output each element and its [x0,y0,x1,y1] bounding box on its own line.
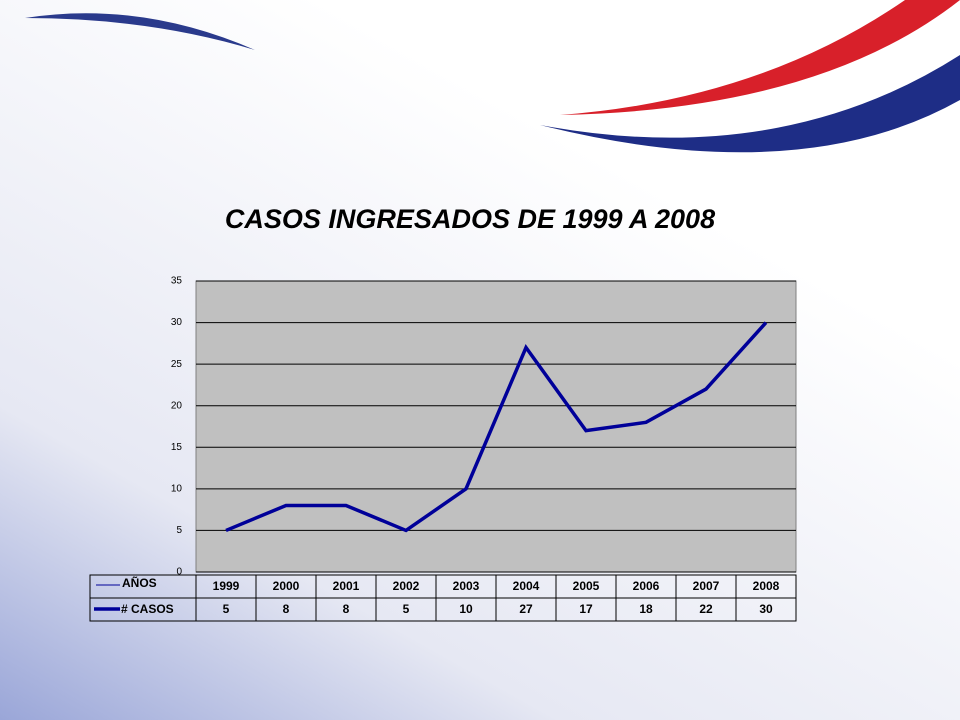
table-value: 8 [343,602,350,616]
y-tick-label: 0 [176,567,182,578]
table-value: 10 [459,602,473,616]
x-tick-label: 2008 [753,579,780,593]
table-value: 22 [699,602,713,616]
x-tick-label: 2006 [633,579,660,593]
table-value: 5 [223,602,230,616]
x-tick-label: 1999 [213,579,240,593]
y-tick-label: 5 [176,525,182,536]
table-value: 30 [759,602,773,616]
table-value: 18 [639,602,653,616]
y-tick-label: 10 [171,483,183,494]
y-tick-label: 30 [171,317,183,328]
x-tick-label: 2001 [333,579,360,593]
table-value: 27 [519,602,533,616]
chart: 0 5 10 15 20 25 30 35 AÑOS # CASOS 1999 5 2000 8 2001 8… [89,276,797,622]
y-tick-label: 20 [171,400,183,411]
y-tick-label: 25 [171,359,183,370]
table-value: 8 [283,602,290,616]
x-tick-label: 2004 [513,579,540,593]
x-tick-label: 2005 [573,579,600,593]
table-value: 17 [579,602,593,616]
swoosh [560,0,960,115]
table-value: 5 [403,602,410,616]
table-row-label: AÑOS [122,575,157,590]
swoosh [25,13,255,50]
plot-area [195,280,797,573]
x-tick-label: 2003 [453,579,480,593]
swoosh [540,55,960,153]
data-line [225,321,768,533]
chart-title: CASOS INGRESADOS DE 1999 A 2008 [225,204,715,234]
x-tick-label: 2007 [693,579,720,593]
legend-label: # CASOS [121,602,174,616]
y-tick-label: 15 [171,442,183,453]
y-tick-label: 35 [171,276,183,287]
x-tick-label: 2002 [393,579,420,593]
x-tick-label: 2000 [273,579,300,593]
